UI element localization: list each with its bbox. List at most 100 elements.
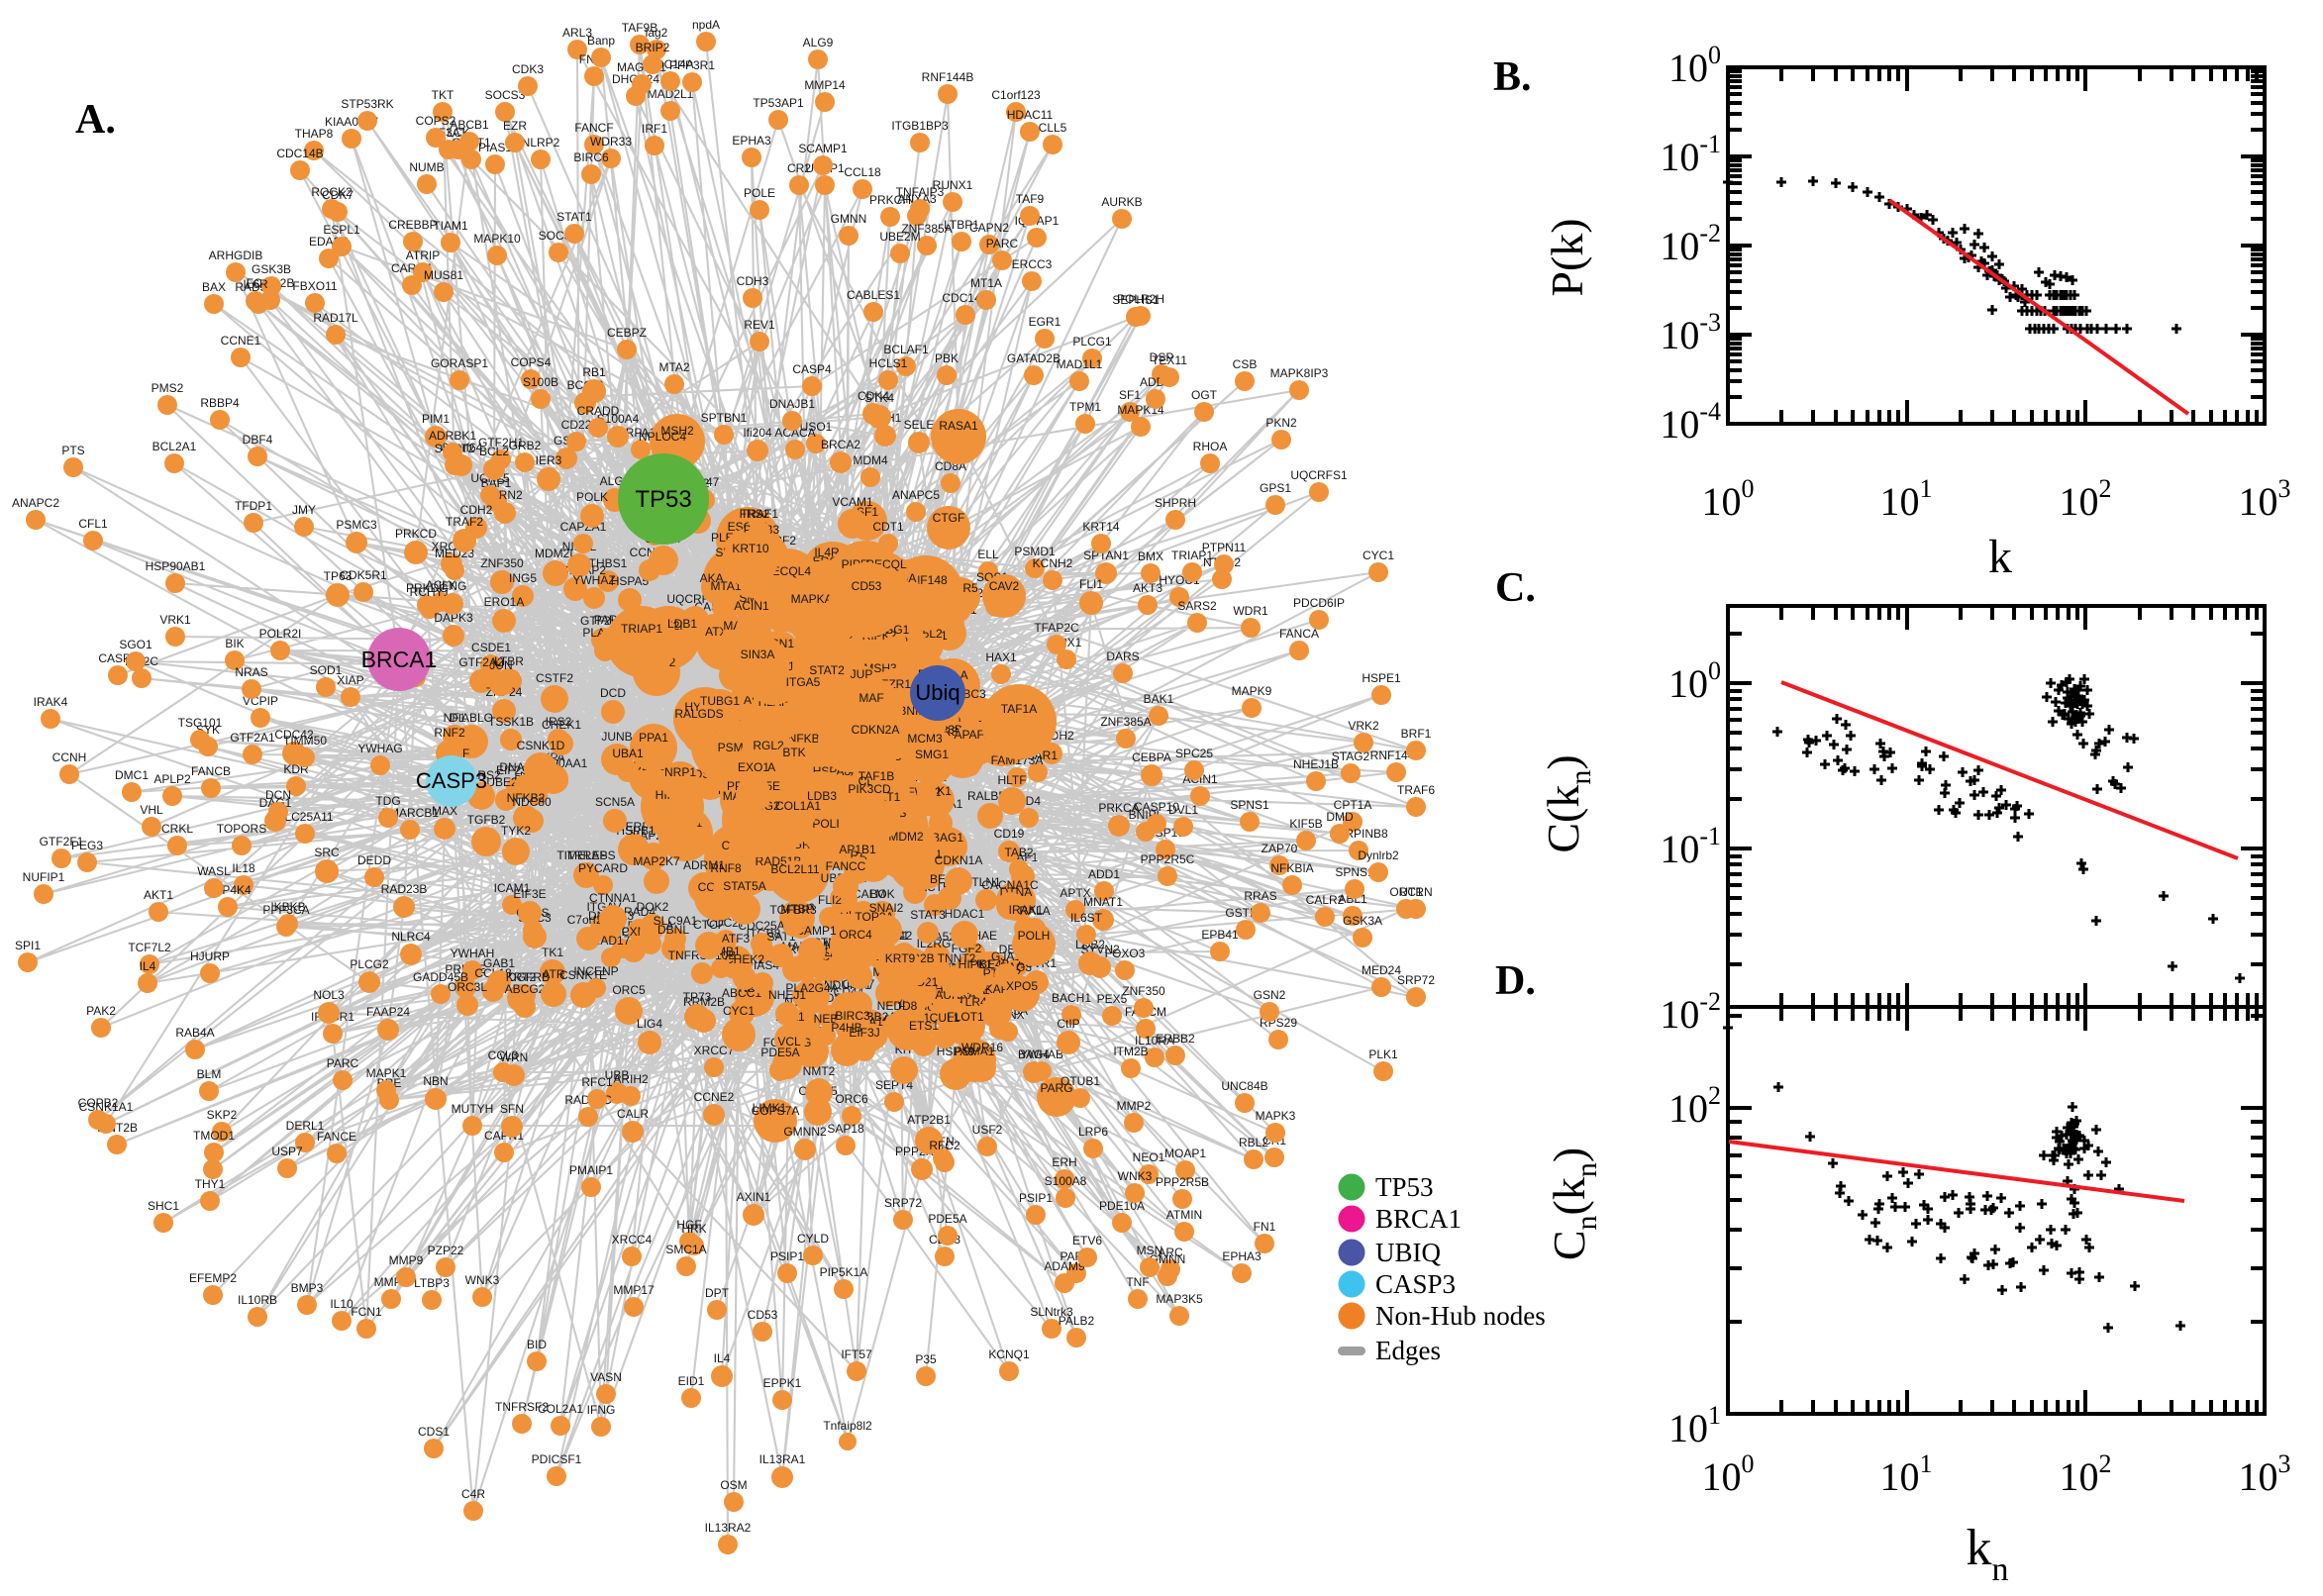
svg-text:ATMIN: ATMIN <box>1166 1208 1202 1222</box>
svg-text:UTRN: UTRN <box>1399 885 1432 899</box>
svg-text:ARHGDIB: ARHGDIB <box>209 249 263 262</box>
svg-text:KCNH2: KCNH2 <box>1033 556 1073 570</box>
svg-text:MSH2: MSH2 <box>660 424 694 438</box>
svg-text:PLCG2: PLCG2 <box>350 957 389 971</box>
svg-text:EID1: EID1 <box>678 1374 705 1388</box>
svg-text:MDM2L: MDM2L <box>535 547 576 560</box>
svg-text:PDICSF1: PDICSF1 <box>532 1452 582 1466</box>
svg-text:PSMD1: PSMD1 <box>1014 545 1056 558</box>
svg-text:ICAM1: ICAM1 <box>494 881 531 895</box>
svg-text:ADRBK1: ADRBK1 <box>429 429 476 443</box>
svg-text:ATF3: ATF3 <box>722 932 751 946</box>
svg-text:BTK: BTK <box>782 746 805 759</box>
svg-text:MMP2: MMP2 <box>1117 1099 1152 1113</box>
svg-text:PZP22: PZP22 <box>428 1244 464 1257</box>
svg-text:CASP3: CASP3 <box>416 768 487 793</box>
svg-text:UBA1: UBA1 <box>612 747 644 760</box>
svg-text:GADD45B: GADD45B <box>413 970 468 984</box>
svg-text:CYC1: CYC1 <box>723 1004 755 1018</box>
svg-text:C1orf123: C1orf123 <box>991 88 1041 102</box>
svg-text:CtIP: CtIP <box>1057 1017 1079 1031</box>
svg-text:TFDP1: TFDP1 <box>235 499 272 513</box>
svg-text:TP53AP1: TP53AP1 <box>753 96 804 110</box>
svg-text:SNAI2: SNAI2 <box>869 901 904 915</box>
svg-text:SARS2: SARS2 <box>1177 599 1217 613</box>
svg-text:ACACA: ACACA <box>774 426 815 440</box>
svg-text:ERBB2: ERBB2 <box>1156 1032 1195 1046</box>
svg-text:PPP2R5C: PPP2R5C <box>1141 852 1195 866</box>
svg-text:PSMC3: PSMC3 <box>336 518 377 532</box>
svg-text:CDK7: CDK7 <box>322 188 354 202</box>
svg-text:IRF1: IRF1 <box>642 122 667 136</box>
svg-text:ORC6: ORC6 <box>835 1092 868 1106</box>
svg-text:STAT1: STAT1 <box>556 210 592 224</box>
svg-text:CCL18: CCL18 <box>844 165 881 179</box>
svg-text:ZNF350: ZNF350 <box>1122 984 1165 998</box>
svg-text:TYK2: TYK2 <box>501 824 531 838</box>
svg-text:k: k <box>1988 531 2012 583</box>
svg-text:BIRC3: BIRC3 <box>835 1009 870 1023</box>
svg-text:VRK1: VRK1 <box>159 613 191 627</box>
svg-text:ITGA5: ITGA5 <box>786 675 821 689</box>
svg-text:PAK2: PAK2 <box>86 1004 116 1018</box>
svg-text:RGL2: RGL2 <box>753 739 784 752</box>
svg-text:RBL2: RBL2 <box>1239 1136 1268 1149</box>
svg-text:PIK3CD: PIK3CD <box>848 782 891 796</box>
svg-text:IL18: IL18 <box>232 861 255 875</box>
svg-text:JUN: JUN <box>489 658 512 672</box>
svg-text:BRIP2: BRIP2 <box>636 41 670 54</box>
svg-text:NUFIP1: NUFIP1 <box>23 870 65 884</box>
svg-text:SEPHS1: SEPHS1 <box>1112 293 1160 307</box>
svg-text:BIRC6: BIRC6 <box>573 150 609 164</box>
svg-text:SAP18: SAP18 <box>827 1122 864 1136</box>
svg-text:RALA: RALA <box>1019 904 1050 918</box>
svg-text:EPHA3: EPHA3 <box>732 134 771 148</box>
svg-text:ADRM1: ADRM1 <box>683 858 725 872</box>
svg-text:APTX: APTX <box>1060 886 1090 900</box>
svg-text:BRCA1: BRCA1 <box>361 647 438 672</box>
svg-text:GMNN2: GMNN2 <box>783 1125 827 1139</box>
svg-text:COL2A1: COL2A1 <box>538 1402 583 1416</box>
svg-text:CRKL: CRKL <box>161 822 193 836</box>
svg-text:ITM2B: ITM2B <box>1113 1045 1148 1058</box>
svg-text:PRKCA: PRKCA <box>1098 801 1139 815</box>
svg-text:TP63: TP63 <box>324 569 353 583</box>
svg-text:EPPK1: EPPK1 <box>763 1376 802 1390</box>
svg-text:lag2: lag2 <box>646 26 668 40</box>
svg-text:LIG4: LIG4 <box>637 1017 662 1031</box>
svg-text:MMP17: MMP17 <box>613 1283 655 1297</box>
svg-text:Cn(kn): Cn(kn) <box>1544 1147 1603 1260</box>
svg-text:BCLAF1: BCLAF1 <box>883 343 929 356</box>
svg-text:RFC2: RFC2 <box>929 1139 960 1152</box>
svg-text:TRRAP: TRRAP <box>567 848 608 862</box>
svg-text:CHEK1: CHEK1 <box>542 718 581 732</box>
svg-text:HSP90AB1: HSP90AB1 <box>146 559 206 573</box>
svg-text:LRP6: LRP6 <box>1078 1125 1108 1139</box>
svg-text:IL4: IL4 <box>714 1351 731 1365</box>
svg-text:RASA1: RASA1 <box>939 419 978 433</box>
svg-text:MSN: MSN <box>1137 1244 1163 1257</box>
svg-text:HDAC11: HDAC11 <box>1007 108 1054 122</box>
svg-text:ZNF385A: ZNF385A <box>1100 715 1151 729</box>
svg-text:JUNB: JUNB <box>601 730 632 744</box>
svg-text:USP7: USP7 <box>271 1145 303 1158</box>
svg-text:POLE: POLE <box>744 186 775 200</box>
svg-text:Ubiq: Ubiq <box>915 680 960 705</box>
svg-text:BLM: BLM <box>197 1067 222 1081</box>
svg-text:MAP2K7: MAP2K7 <box>633 854 680 868</box>
svg-text:TPM1: TPM1 <box>1069 400 1101 414</box>
svg-text:DOK2: DOK2 <box>637 900 669 914</box>
svg-text:SHC1: SHC1 <box>148 1199 179 1213</box>
svg-text:UNC84B: UNC84B <box>1221 1079 1267 1093</box>
svg-text:IRS2: IRS2 <box>546 715 572 729</box>
svg-text:Non-Hub nodes: Non-Hub nodes <box>1375 1301 1546 1331</box>
svg-text:HAX1: HAX1 <box>985 650 1017 664</box>
svg-text:TP73: TP73 <box>683 990 712 1004</box>
svg-text:SHPRH: SHPRH <box>1155 496 1196 510</box>
svg-text:TUBG1: TUBG1 <box>700 694 740 708</box>
svg-text:FANCA: FANCA <box>1279 627 1319 641</box>
svg-text:CCL3: CCL3 <box>488 1048 519 1062</box>
svg-text:CDK5R1: CDK5R1 <box>340 568 387 582</box>
svg-text:GATAD2B: GATAD2B <box>1007 351 1060 365</box>
svg-text:RALGDS: RALGDS <box>674 707 723 721</box>
